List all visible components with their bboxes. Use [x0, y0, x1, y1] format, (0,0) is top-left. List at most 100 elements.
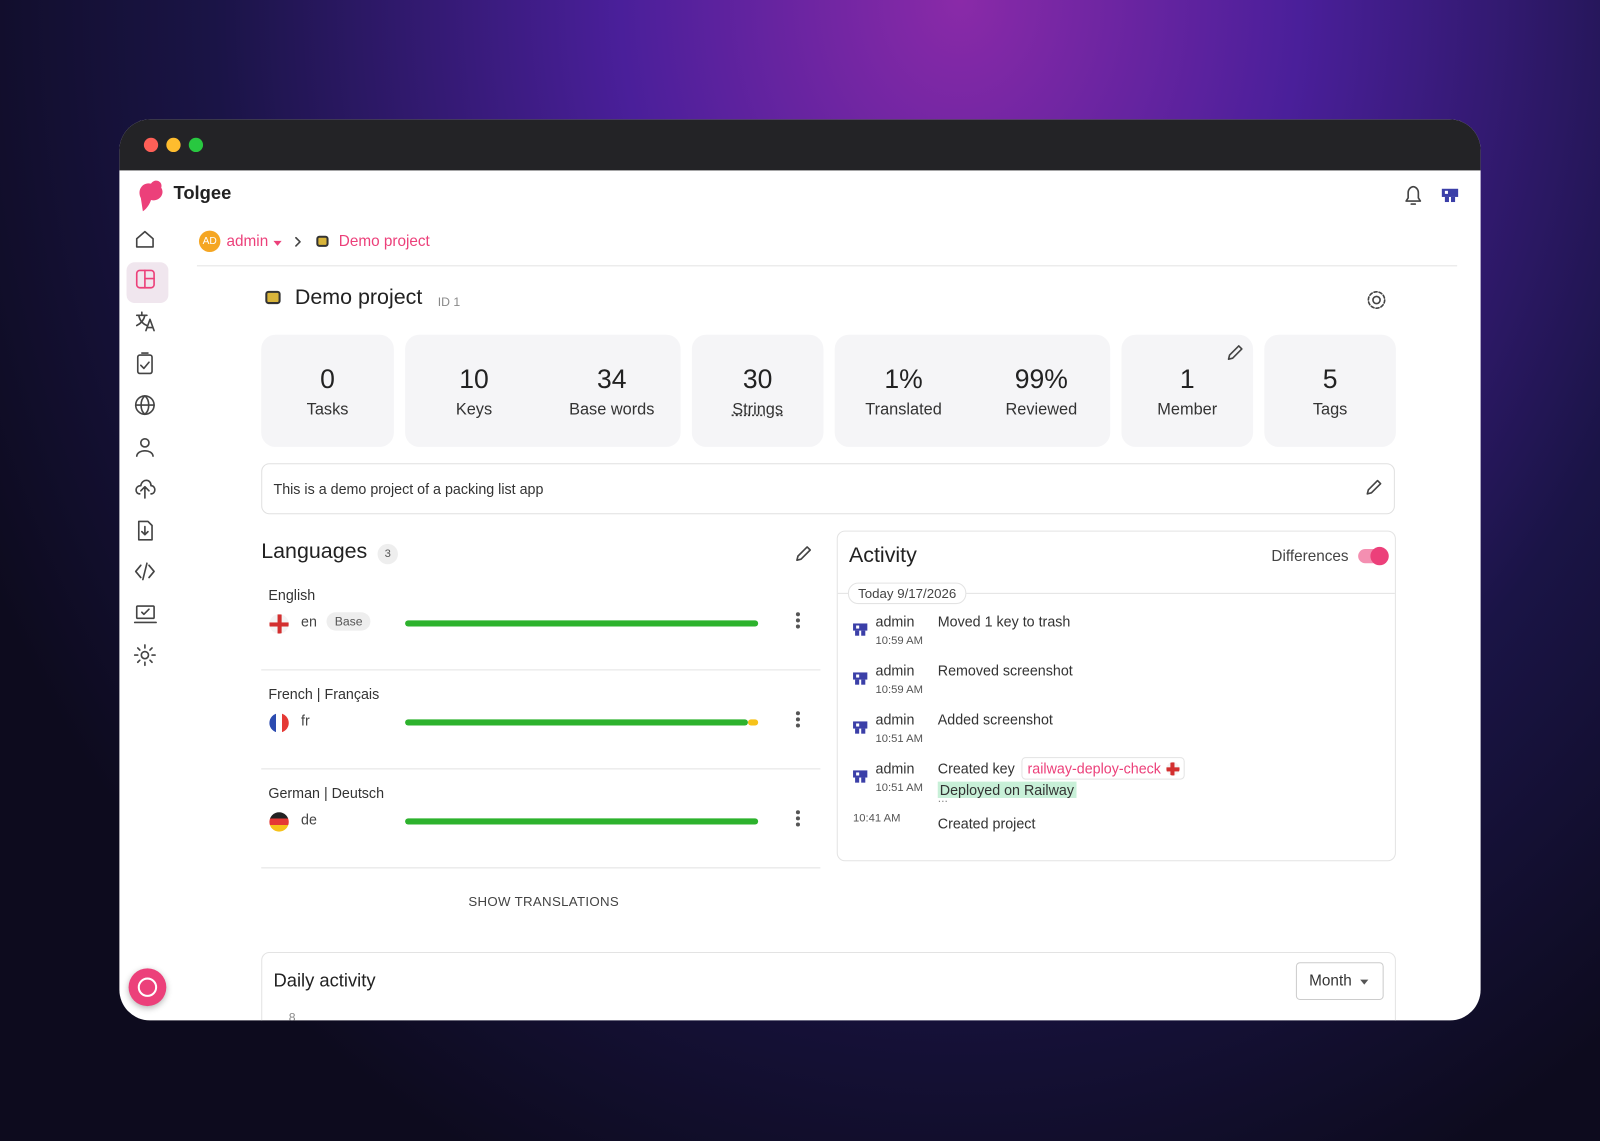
dot [795, 822, 800, 827]
breadcrumb-separator [295, 236, 301, 247]
stat-card: 0 Tasks [261, 334, 394, 447]
daily-activity-title: Daily activity [273, 970, 376, 991]
stat-label: Reviewed [1005, 401, 1078, 419]
period-value: Month [1309, 972, 1352, 990]
entry-user: admin [875, 613, 915, 630]
divider [261, 669, 821, 671]
user-avatar [853, 770, 868, 783]
entry-more: ... [937, 790, 948, 806]
stat-value: 10 [459, 363, 489, 394]
stat-value: 99% [1014, 363, 1068, 394]
stat-label: Tags [1312, 401, 1348, 419]
notifications-button[interactable] [1402, 184, 1424, 208]
stat-value: 5 [1322, 363, 1338, 394]
logo[interactable] [135, 178, 166, 213]
language-menu-button[interactable] [795, 810, 801, 828]
language-name: French | Français [268, 685, 380, 703]
language-menu-button[interactable] [795, 612, 801, 630]
base-badge: Base [326, 612, 371, 631]
entry-action: Removed screenshot [937, 662, 1073, 679]
edit-description-button[interactable] [1363, 478, 1383, 498]
caret [273, 240, 282, 250]
entry-user: admin [875, 760, 915, 777]
progress-segment [405, 719, 748, 726]
dot [795, 612, 800, 617]
activity-card: Activity Differences Today 9/17/2026 adm… [836, 530, 1396, 862]
dot [795, 624, 800, 629]
edit-members-button[interactable] [1224, 343, 1244, 363]
differences-toggle[interactable] [1358, 546, 1389, 566]
stat-card: 30 Strings [691, 334, 824, 447]
progress-segment [747, 719, 759, 726]
app-name: Tolgee [173, 182, 232, 204]
flag [269, 713, 289, 733]
progress-segment [405, 620, 759, 627]
languages-count: 3 [377, 543, 398, 565]
entry-action: Moved 1 key to trash [937, 613, 1071, 630]
edit-languages-button[interactable] [793, 544, 813, 564]
activity-title: Activity [848, 543, 917, 568]
period-select[interactable]: Month [1295, 962, 1384, 1000]
breadcrumb-org[interactable]: admin [226, 232, 269, 250]
entry-action: Added screenshot [937, 711, 1053, 728]
dot [795, 711, 800, 716]
language-menu-button[interactable] [795, 711, 801, 729]
user-avatar[interactable] [1439, 184, 1461, 206]
maximize-button[interactable] [188, 137, 204, 153]
org-avatar: AD [198, 230, 221, 253]
sidebar-nav[interactable] [133, 227, 163, 798]
stat-value: 1% [884, 363, 923, 394]
stat-value: 1 [1179, 363, 1195, 394]
app-window: Tolgee AD admin Demo project Demo projec… [119, 119, 1481, 1021]
dot [795, 816, 800, 821]
progress-segment [405, 818, 759, 825]
stat-card: 1% Translated 99% Reviewed [834, 334, 1111, 447]
project-title: Demo project [294, 285, 423, 310]
divider [196, 265, 1458, 267]
divider [837, 592, 1395, 594]
entry-time: 10:51 AM [875, 781, 923, 794]
differences-label: Differences [1271, 547, 1349, 566]
breadcrumb-project[interactable]: Demo project [338, 232, 430, 250]
user-avatar [853, 623, 868, 636]
stat-label: Base words [569, 401, 655, 419]
stat-card[interactable]: 1 Member [1121, 334, 1254, 447]
user-avatar [853, 721, 868, 734]
project-settings-button[interactable] [1365, 289, 1387, 311]
divider [261, 768, 821, 770]
project-icon [316, 235, 329, 247]
minimize-button[interactable] [166, 137, 181, 153]
close-button[interactable] [143, 137, 159, 153]
entry-key: railway-deploy-check [1021, 757, 1185, 780]
stat-value: 30 [742, 363, 773, 394]
dot [795, 618, 800, 623]
entry-time: 10:59 AM [875, 634, 923, 647]
entry-user: admin [875, 662, 915, 679]
entry-time: 10:41 AM [853, 812, 901, 825]
entry-action: Created key [937, 760, 1015, 777]
dot [795, 717, 800, 722]
stat-label: Keys [455, 401, 493, 419]
help-button[interactable] [128, 968, 167, 1007]
project-icon [265, 290, 281, 305]
languages-title: Languages [261, 539, 368, 564]
title-bar [119, 119, 1481, 171]
stat-card: 10 Keys 34 Base words [405, 334, 681, 447]
entry-action: Created project [937, 815, 1036, 832]
description-box: This is a demo project of a packing list… [261, 463, 1395, 515]
daily-activity-card: Daily activity Month 8 [261, 952, 1396, 1021]
project-description: This is a demo project of a packing list… [273, 480, 544, 497]
language-code: en [301, 613, 317, 630]
sidebar-selected [126, 262, 169, 304]
divider [261, 867, 821, 869]
language-code: de [301, 811, 317, 828]
stat-label: Tasks [306, 401, 349, 419]
flag [269, 614, 289, 634]
stat-label: Translated [865, 401, 942, 419]
project-id: ID 1 [437, 294, 461, 310]
axis-tick: 8 [288, 1010, 296, 1021]
show-translations-button[interactable]: SHOW TRANSLATIONS [468, 893, 620, 910]
toggle-knob [1370, 546, 1389, 566]
